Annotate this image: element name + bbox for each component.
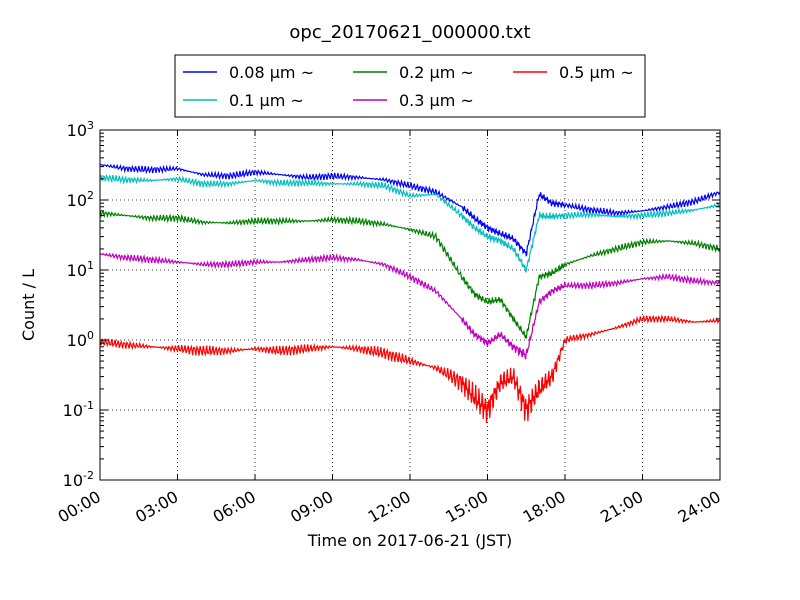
series-line xyxy=(99,252,721,360)
legend-label: 0.3 μm ~ xyxy=(399,91,474,110)
series-line xyxy=(99,173,721,273)
x-axis-label: Time on 2017-06-21 (JST) xyxy=(307,531,512,550)
chart-title: opc_20170621_000000.txt xyxy=(289,22,530,43)
legend-label: 0.08 μm ~ xyxy=(229,63,314,82)
legend-label: 0.2 μm ~ xyxy=(399,63,474,82)
series-line xyxy=(99,210,721,339)
legend-label: 0.1 μm ~ xyxy=(229,91,304,110)
grid-lines xyxy=(100,130,720,480)
series-line xyxy=(99,314,721,423)
y-axis-label: Count / L xyxy=(19,269,38,341)
legend-box xyxy=(174,54,646,118)
series-lines xyxy=(99,163,721,423)
legend: 0.08 μm ~ 0.1 μm ~ 0.2 μm ~ 0.3 μm ~ 0.5 μm … xyxy=(174,54,646,118)
legend-label: 0.5 μm ~ xyxy=(559,63,634,82)
